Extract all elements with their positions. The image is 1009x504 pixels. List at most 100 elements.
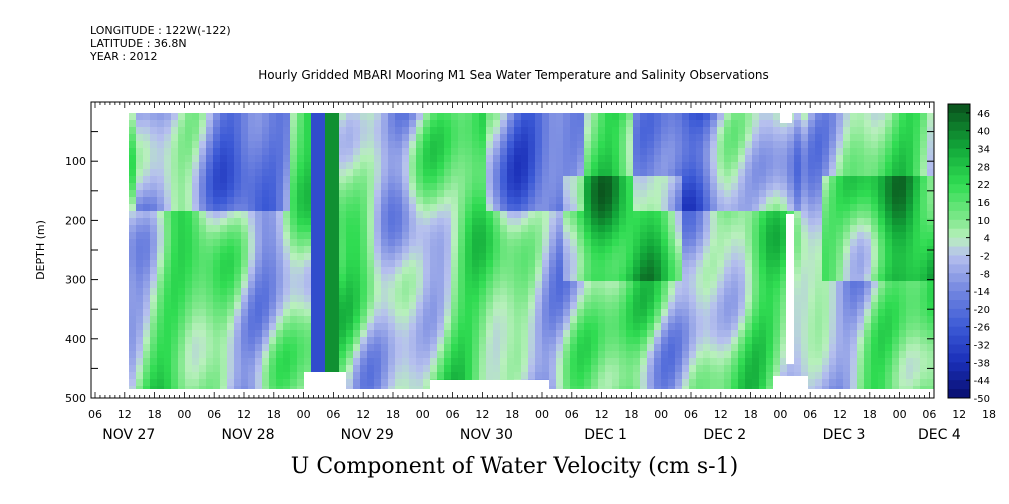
heatmap-cell [437,344,444,351]
heatmap-cell [304,155,311,162]
heatmap-cell [332,351,339,358]
heatmap-cell [157,344,164,351]
heatmap-cell [290,267,297,274]
heatmap-cell [801,197,808,204]
heatmap-cell [570,351,577,358]
heatmap-cell [619,176,626,183]
heatmap-cell [801,281,808,288]
heatmap-cell [836,204,843,211]
heatmap-cell [661,127,668,134]
heatmap-cell [703,351,710,358]
heatmap-cell [248,253,255,260]
heatmap-cell [759,323,766,330]
heatmap-cell [801,169,808,176]
heatmap-cell [549,211,556,218]
heatmap-cell [766,134,773,141]
heatmap-cell [927,127,934,134]
heatmap-cell [871,204,878,211]
heatmap-cell [409,253,416,260]
heatmap-cell [710,267,717,274]
heatmap-cell [402,288,409,295]
heatmap-cell [864,365,871,372]
heatmap-cell [864,197,871,204]
heatmap-cell [451,232,458,239]
heatmap-cell [731,148,738,155]
heatmap-cell [227,274,234,281]
heatmap-cell [409,162,416,169]
heatmap-cell [339,323,346,330]
heatmap-cell [773,134,780,141]
heatmap-cell [507,239,514,246]
heatmap-cell [892,127,899,134]
heatmap-cell [500,176,507,183]
heatmap-cell [332,323,339,330]
heatmap-cell [164,239,171,246]
heatmap-cell [171,225,178,232]
heatmap-cell [542,176,549,183]
heatmap-cell [906,169,913,176]
heatmap-cell [451,211,458,218]
heatmap-cell [920,148,927,155]
heatmap-cell [885,190,892,197]
heatmap-cell [150,127,157,134]
heatmap-cell [311,274,318,281]
heatmap-cell [318,274,325,281]
heatmap-cell [290,246,297,253]
heatmap-cell [521,218,528,225]
heatmap-cell [906,113,913,120]
heatmap-cell [444,281,451,288]
heatmap-cell [549,113,556,120]
heatmap-cell [234,113,241,120]
heatmap-cell [696,183,703,190]
heatmap-cell [164,309,171,316]
heatmap-cell [591,288,598,295]
heatmap-cell [661,316,668,323]
heatmap-cell [262,155,269,162]
heatmap-cell [199,386,206,389]
heatmap-cell [647,246,654,253]
heatmap-cell [346,218,353,225]
heatmap-cell [276,190,283,197]
heatmap-cell [745,337,752,344]
heatmap-cell [458,218,465,225]
heatmap-cell [185,239,192,246]
heatmap-cell [717,134,724,141]
heatmap-cell [227,323,234,330]
heatmap-cell [598,162,605,169]
heatmap-cell [668,351,675,358]
heatmap-cell [913,232,920,239]
heatmap-cell [304,267,311,274]
heatmap-cell [836,134,843,141]
heatmap-cell [430,316,437,323]
heatmap-cell [514,316,521,323]
heatmap-cell [507,253,514,260]
heatmap-cell [444,295,451,302]
heatmap-cell [857,120,864,127]
heatmap-cell [157,351,164,358]
heatmap-cell [416,183,423,190]
heatmap-cell [717,281,724,288]
heatmap-cell [290,351,297,358]
heatmap-cell [766,365,773,372]
x-hour-label: 18 [624,408,638,421]
heatmap-cell [269,337,276,344]
heatmap-cell [654,190,661,197]
heatmap-cell [598,120,605,127]
heatmap-cell [654,330,661,337]
heatmap-cell [549,190,556,197]
heatmap-cell [465,155,472,162]
heatmap-cell [241,239,248,246]
heatmap-cell [731,218,738,225]
heatmap-cell [745,197,752,204]
heatmap-cell [612,365,619,372]
heatmap-cell [563,211,570,218]
colorbar-swatch [948,184,970,194]
heatmap-cell [395,134,402,141]
heatmap-cell [906,183,913,190]
heatmap-cell [339,218,346,225]
heatmap-cell [780,176,787,183]
heatmap-cell [185,379,192,386]
heatmap-cell [794,155,801,162]
heatmap-cell [535,134,542,141]
heatmap-cell [731,337,738,344]
